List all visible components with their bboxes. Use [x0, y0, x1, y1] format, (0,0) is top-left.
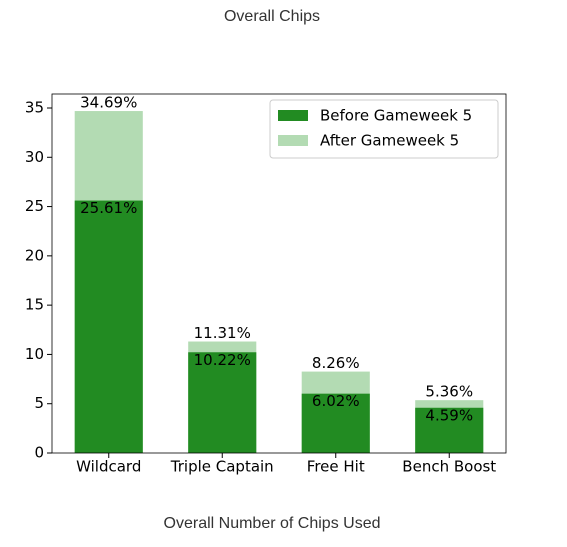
value-label: 10.22% — [194, 351, 251, 369]
y-tick-label: 35 — [25, 98, 44, 116]
legend-swatch — [278, 135, 308, 146]
value-label: 4.59% — [425, 406, 473, 424]
legend-box — [269, 99, 499, 159]
value-label: 6.02% — [312, 392, 360, 410]
bar — [74, 200, 143, 453]
y-tick-label: 25 — [25, 197, 44, 215]
value-label: 25.61% — [80, 199, 137, 217]
plot-frame — [51, 93, 507, 454]
y-tick-label: 0 — [34, 444, 44, 462]
bar — [188, 352, 257, 453]
legend-label: After Gameweek 5 — [320, 132, 459, 150]
y-tick-label: 20 — [25, 246, 44, 264]
caption: Overall Number of Chips Used — [164, 515, 381, 532]
legend-label: Before Gameweek 5 — [320, 107, 472, 125]
y-tick-label: 5 — [34, 394, 44, 412]
bar — [301, 393, 370, 453]
legend-swatch — [278, 110, 308, 121]
y-tick-label: 30 — [25, 148, 44, 166]
value-label: 34.69% — [80, 94, 137, 112]
chart-title: Overall Chips — [224, 8, 320, 25]
x-tick-label: Wildcard — [76, 458, 141, 476]
value-label: 11.31% — [194, 324, 251, 342]
value-label: 5.36% — [425, 383, 473, 401]
y-tick-label: 10 — [25, 345, 44, 363]
bar — [415, 407, 484, 453]
x-tick-label: Bench Boost — [402, 458, 496, 476]
y-tick-label: 15 — [25, 296, 44, 314]
x-tick-label: Free Hit — [307, 458, 365, 476]
value-label: 8.26% — [312, 354, 360, 372]
x-tick-label: Triple Captain — [170, 458, 274, 476]
